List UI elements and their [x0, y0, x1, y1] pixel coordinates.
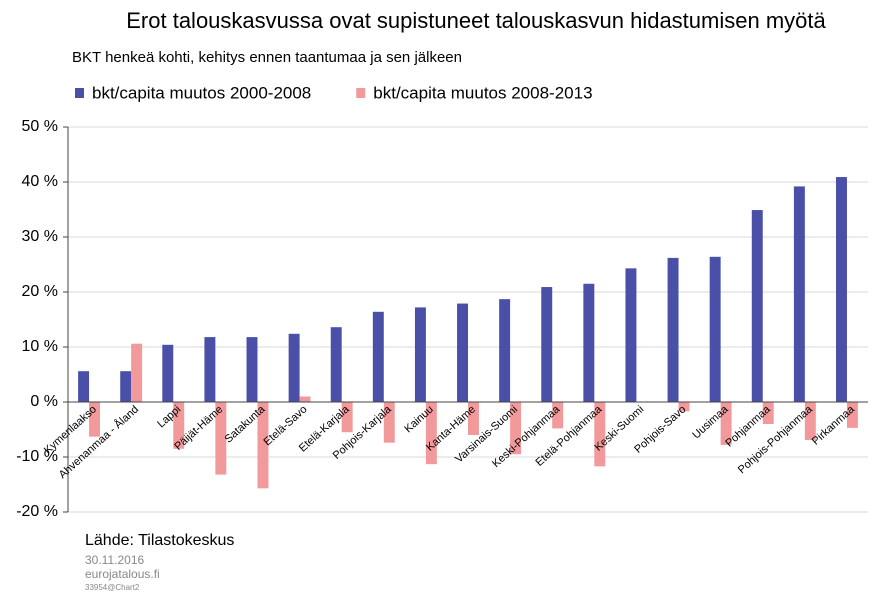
bar: [678, 402, 690, 412]
bar: [246, 337, 258, 402]
bar: [541, 287, 553, 402]
bar: [468, 402, 479, 435]
bar: [751, 210, 763, 402]
bar: [583, 283, 595, 402]
bar: [257, 402, 269, 489]
bar: [120, 371, 132, 402]
bar: [709, 256, 721, 402]
bar: [78, 371, 90, 402]
bar: [762, 402, 774, 424]
bar: [510, 402, 522, 455]
bar: [383, 402, 395, 443]
y-tick-label: -10 %: [16, 448, 58, 465]
bar: [341, 402, 353, 433]
bar: [804, 402, 816, 440]
bar: [372, 311, 384, 402]
y-tick-label: 40 %: [22, 173, 58, 190]
bar: [299, 396, 311, 402]
bar: [204, 337, 216, 402]
bar: [330, 327, 342, 402]
y-tick-label: 30 %: [22, 228, 58, 245]
legend-label: bkt/capita muutos 2000-2008: [92, 83, 311, 102]
source: Lähde: Tilastokeskus: [85, 532, 234, 549]
y-tick-label: 0 %: [30, 393, 58, 410]
legend-swatch: [75, 88, 84, 98]
bar: [288, 333, 300, 402]
bar: [457, 303, 468, 402]
bar: [552, 402, 564, 429]
bar: [720, 402, 732, 445]
date: 30.11.2016: [85, 553, 144, 567]
x-tick-label: Pohjois-Pohjanmaa: [736, 403, 816, 476]
bar: [215, 402, 227, 475]
bar: [499, 299, 511, 402]
bar: [594, 402, 606, 467]
bar: [836, 177, 847, 402]
legend-swatch: [356, 88, 366, 98]
chart-subtitle: BKT henkeä kohti, kehitys ennen taantuma…: [72, 49, 462, 66]
bar: [425, 402, 437, 465]
bar: [846, 402, 858, 428]
legend-label: bkt/capita muutos 2008-2013: [373, 83, 592, 102]
chart-title: Erot talouskasvussa ovat supistuneet tal…: [126, 8, 826, 33]
y-tick-label: 10 %: [22, 338, 58, 355]
bar: [173, 402, 185, 449]
y-tick-label: 50 %: [22, 118, 58, 135]
y-tick-label: 20 %: [22, 283, 58, 300]
bar: [89, 402, 100, 437]
bar: [131, 343, 143, 402]
bar: [162, 344, 174, 402]
bar: [414, 307, 426, 402]
chart-id: 33954@Chart2: [85, 583, 140, 592]
bar: [625, 268, 637, 402]
bar: [793, 186, 805, 402]
y-tick-label: -20 %: [16, 503, 58, 520]
bar: [667, 257, 679, 402]
site: eurojatalous.fi: [85, 567, 160, 581]
